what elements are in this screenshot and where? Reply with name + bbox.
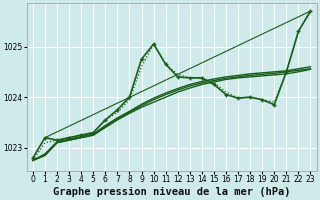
- X-axis label: Graphe pression niveau de la mer (hPa): Graphe pression niveau de la mer (hPa): [53, 186, 291, 197]
